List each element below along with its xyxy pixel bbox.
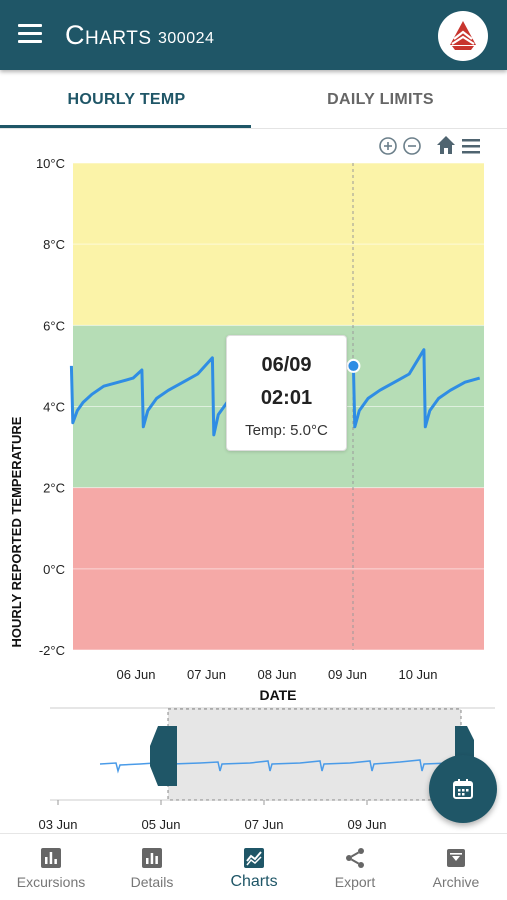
navigator-tick-label: 09 Jun [347,817,386,832]
app-title: Charts [65,20,152,50]
menu-icon[interactable] [462,139,480,154]
navigator-tick-label: 07 Jun [244,817,283,832]
nav-label: Excursions [16,874,86,890]
nav-charts[interactable]: Charts [203,834,305,900]
navigator-left-handle[interactable] [150,726,177,786]
tooltip-temp: Temp: 5.0°C [245,422,328,439]
tooltip-date: 06/09 [261,354,312,376]
archive-icon [447,849,465,867]
line-chart-icon [244,848,264,868]
y-tick-label: 4°C [43,400,65,415]
nav-label: Archive [432,874,480,890]
nav-export[interactable]: Export [304,834,406,900]
tab-hourly-temp[interactable]: HOURLY TEMP [67,90,186,108]
y-tick-label: 2°C [43,481,65,496]
nav-excursions[interactable]: Excursions [0,834,102,900]
y-tick-label: 10°C [36,156,65,171]
nav-label: Details [130,874,174,890]
y-tick-label: 6°C [43,318,65,333]
x-tick-label: 09 Jun [328,667,367,682]
active-tab-indicator [0,125,251,128]
navigator-selection[interactable] [167,708,462,801]
calendar-icon [453,779,473,799]
brand-logo[interactable] [438,11,488,61]
share-icon [346,848,364,868]
zoom-in-icon[interactable] [379,137,397,155]
y-tick-label: -2°C [39,643,65,658]
x-tick-label: 06 Jun [116,667,155,682]
temperature-line-segment-0 [69,356,229,437]
y-tick-label: 8°C [43,237,65,252]
details-chart-icon [142,848,162,868]
y-axis-title: HOURLY REPORTED TEMPERATURE [9,416,24,647]
hamburger-menu-icon[interactable] [18,24,42,44]
bottom-navigation: Excursions Details Charts Export [0,833,507,900]
tooltip-time: 02:01 [260,387,313,409]
x-tick-label: 08 Jun [257,667,296,682]
nav-label: Export [334,874,376,890]
data-point-tooltip: 06/09 02:01 Temp: 5.0°C [226,335,347,451]
navigator-tick-label: 05 Jun [141,817,180,832]
tab-daily-limits[interactable]: DAILY LIMITS [327,90,434,108]
zoom-out-icon[interactable] [403,137,421,155]
navigator-tick-label: 03 Jun [38,817,77,832]
x-tick-label: 10 Jun [398,667,437,682]
range-navigator[interactable]: 03 Jun 05 Jun 07 Jun 09 Jun [0,700,507,833]
device-id: 300024 [158,30,215,47]
y-tick-label: 0°C [43,562,65,577]
app-bar: Charts 300024 [0,0,507,70]
home-icon[interactable] [437,136,455,154]
bar-chart-icon [41,848,61,868]
nav-details[interactable]: Details [101,834,203,900]
logo-icon [450,21,476,50]
x-axis-title: DATE [259,687,296,703]
calendar-fab-button[interactable] [429,755,497,823]
highlighted-data-point [346,358,361,373]
x-tick-label: 07 Jun [187,667,226,682]
nav-archive[interactable]: Archive [405,834,507,900]
temperature-line-segment-1 [351,348,481,429]
nav-label: Charts [230,873,278,890]
tab-bar: HOURLY TEMP DAILY LIMITS [0,70,507,129]
